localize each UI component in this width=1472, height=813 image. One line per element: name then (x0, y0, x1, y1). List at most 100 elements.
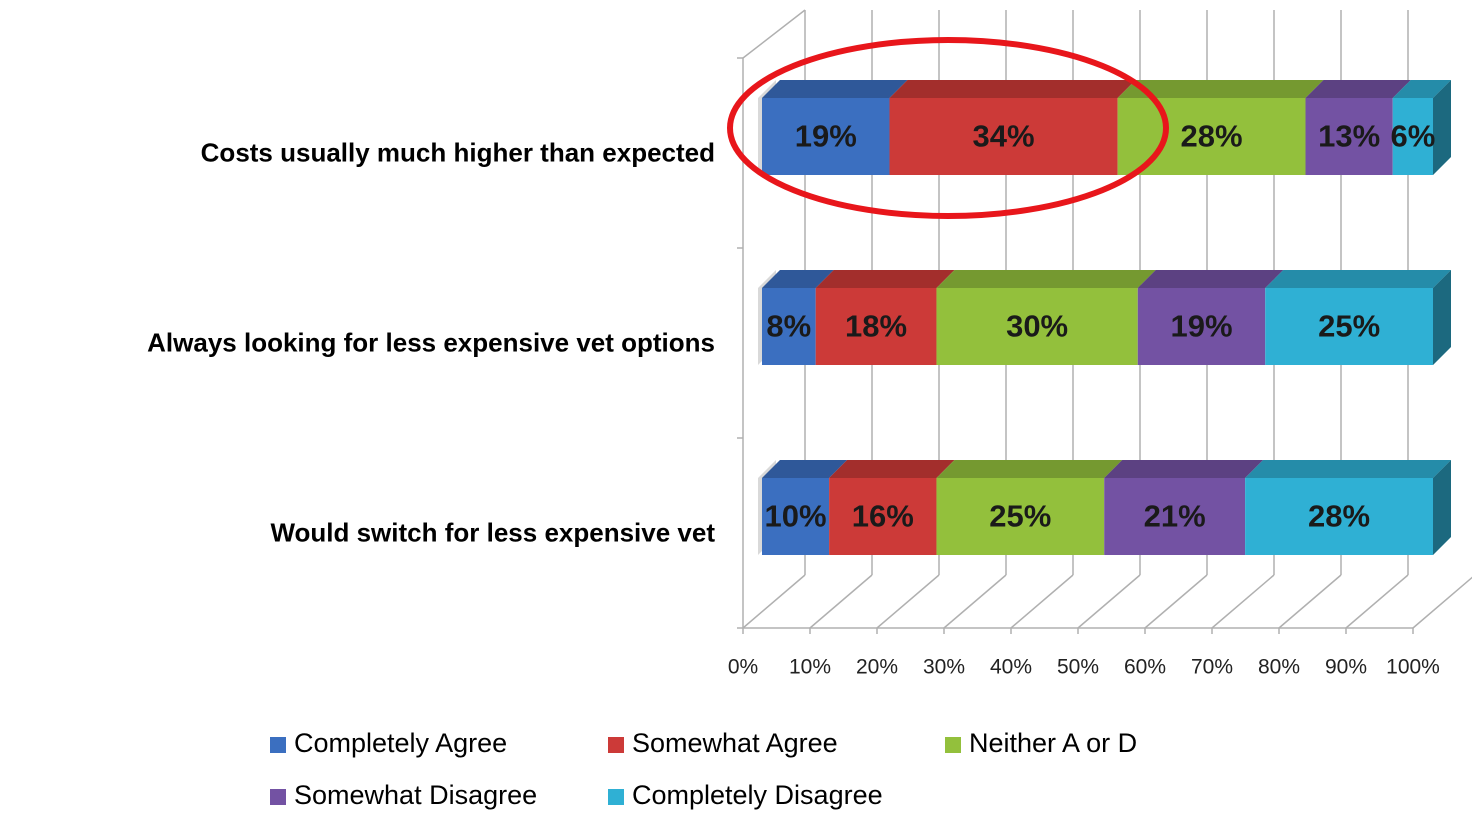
bar-side (1433, 80, 1451, 175)
bar (762, 288, 816, 365)
bar-top-shade (1392, 80, 1451, 98)
bar-top-shade (936, 460, 1123, 478)
bar (889, 98, 1118, 175)
legend-swatch (270, 789, 286, 805)
bar-top-shade (889, 80, 1136, 98)
bar-side (1433, 460, 1451, 555)
x-tick-label: 40% (990, 656, 1032, 679)
bar (1305, 98, 1393, 175)
x-tick-label: 20% (856, 656, 898, 679)
bar-top (936, 270, 1156, 288)
data-label: 13% (1318, 119, 1380, 154)
data-label: 18% (845, 309, 907, 344)
data-label: 16% (852, 499, 914, 534)
bar-top-shade (1245, 460, 1451, 478)
data-label: 8% (766, 309, 811, 344)
bar-top (762, 460, 848, 478)
x-tick-label: 80% (1258, 656, 1300, 679)
legend-label: Neither A or D (969, 728, 1137, 758)
x-tick-label: 100% (1386, 656, 1440, 679)
floor-line (1077, 574, 1141, 629)
data-label: 25% (989, 499, 1051, 534)
data-label: 19% (795, 119, 857, 154)
x-tick-label: 10% (789, 656, 831, 679)
data-label: 25% (1318, 309, 1380, 344)
x-tick-label: 70% (1191, 656, 1233, 679)
bar-top (1305, 80, 1411, 98)
bar-top-shade (936, 270, 1156, 288)
data-label: 21% (1144, 499, 1206, 534)
x-tick-label: 30% (923, 656, 965, 679)
floor-line (1345, 574, 1409, 629)
floor-line (943, 574, 1007, 629)
floor-line (876, 574, 940, 629)
bar (762, 478, 830, 555)
x-tick-label: 90% (1325, 656, 1367, 679)
data-label: 19% (1170, 309, 1232, 344)
data-label: 28% (1181, 119, 1243, 154)
bar (936, 288, 1138, 365)
floor-line (1144, 574, 1208, 629)
bar (1392, 98, 1433, 175)
bar-top (1245, 460, 1451, 478)
data-label: 30% (1006, 309, 1068, 344)
floor-line (1412, 576, 1472, 629)
bar-side (1433, 270, 1451, 365)
category-label: Would switch for less expensive vet (270, 517, 715, 547)
data-label: 10% (765, 499, 827, 534)
x-tick-label: 0% (728, 656, 758, 679)
bar (936, 478, 1105, 555)
bar (1104, 478, 1246, 555)
bar-top (815, 270, 955, 288)
bar-top (936, 460, 1123, 478)
bar-top (762, 80, 908, 98)
floor-line (1278, 574, 1342, 629)
bar (1245, 478, 1433, 555)
bar-top-shade (815, 270, 955, 288)
legend-swatch (608, 789, 624, 805)
bar-top (762, 270, 834, 288)
bar-top-shade (762, 270, 834, 288)
legend-label: Somewhat Disagree (294, 780, 537, 810)
bar-side-shade (1433, 270, 1451, 365)
bar-top-shade (1305, 80, 1411, 98)
category-label: Costs usually much higher than expected (201, 137, 715, 167)
bar (815, 288, 937, 365)
bar-top (1117, 80, 1324, 98)
bar-top-shade (762, 460, 848, 478)
legend-swatch (608, 737, 624, 753)
bar-top (1265, 270, 1451, 288)
bar-top (889, 80, 1136, 98)
x-tick-label: 50% (1057, 656, 1099, 679)
legend-label: Completely Agree (294, 728, 507, 758)
floor-line (1211, 574, 1275, 629)
data-label: 34% (973, 119, 1035, 154)
floor-line (1010, 574, 1074, 629)
highlight-ellipse (727, 37, 1169, 219)
bar (829, 478, 937, 555)
data-label: 28% (1308, 499, 1370, 534)
legend-label: Somewhat Agree (632, 728, 838, 758)
bar (1137, 288, 1266, 365)
legend-label: Completely Disagree (632, 780, 883, 810)
bar-top-shade (1265, 270, 1451, 288)
bar-top-shade (1117, 80, 1324, 98)
category-label: Always looking for less expensive vet op… (147, 327, 715, 357)
x-tick-label: 60% (1124, 656, 1166, 679)
bar-side-shade (1433, 460, 1451, 555)
data-label: 6% (1390, 119, 1435, 154)
bar-top (1104, 460, 1264, 478)
bar-top-shade (1137, 270, 1284, 288)
bar-top (1392, 80, 1451, 98)
bar-top-shade (762, 80, 908, 98)
floor-line (809, 574, 873, 629)
bar (1265, 288, 1433, 365)
floor-line (742, 574, 806, 629)
bars: 19% 34% 28% 13% 6% 8% 18% 30% 19% 25% 10% 16% 25% 21%… (758, 80, 1451, 555)
bar-top-shade (829, 460, 955, 478)
bar-top (1137, 270, 1284, 288)
legend-swatch (270, 737, 286, 753)
bar-top-shade (1104, 460, 1264, 478)
bar-side-shade (1433, 80, 1451, 175)
